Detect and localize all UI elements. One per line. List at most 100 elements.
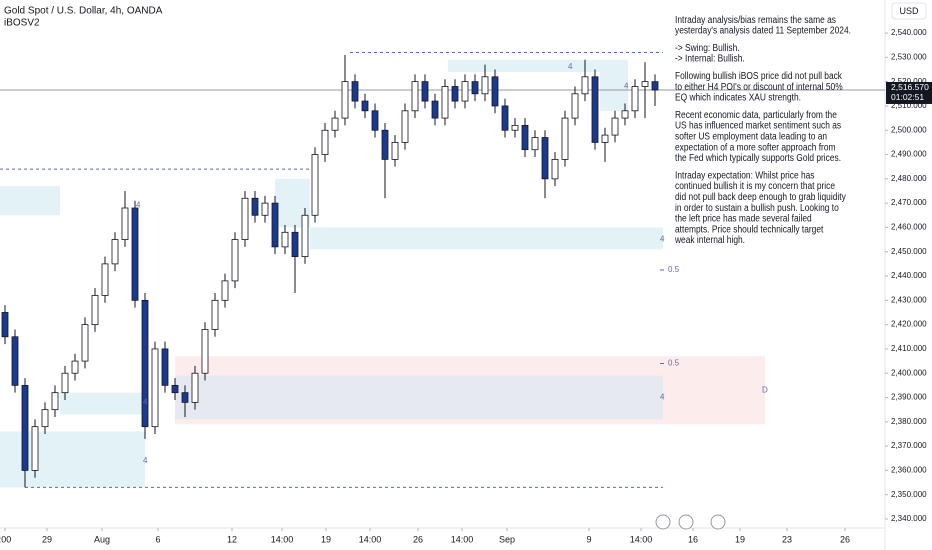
y-tick-label: 2,350.000 xyxy=(891,490,927,499)
candle-body xyxy=(511,124,519,131)
y-tick-label: 2,480.000 xyxy=(891,174,927,183)
y-tick-label: 2,340.000 xyxy=(891,514,927,523)
candle-body xyxy=(361,100,369,112)
indicator-name: iBOSV2 xyxy=(4,18,40,29)
candle-body xyxy=(161,348,169,386)
y-tick-label: 2,370.000 xyxy=(891,441,927,450)
note-line: to either H4 POI's or discount of intern… xyxy=(675,81,843,93)
note-line: in order to sustain a bullish push. Look… xyxy=(675,202,839,214)
annotation: 4 xyxy=(568,62,573,71)
y-tick-label: 2,420.000 xyxy=(891,320,927,329)
candle-body xyxy=(481,76,489,95)
y-tick-label: 2,450.000 xyxy=(891,247,927,256)
candle-body xyxy=(271,202,279,248)
last-price-box xyxy=(886,81,932,104)
note-line: -> Internal: Bullish. xyxy=(675,53,745,65)
candle-body xyxy=(231,239,239,282)
zone xyxy=(310,227,663,250)
note-line: Intraday analysis/bias remains the same … xyxy=(675,14,836,26)
candle-body xyxy=(321,129,329,155)
candle-body xyxy=(191,372,199,403)
candle-body xyxy=(461,81,469,102)
candle-body xyxy=(651,81,659,91)
candle-body xyxy=(1,312,9,338)
y-tick-label: 2,500.000 xyxy=(891,125,927,134)
candle-body xyxy=(391,141,399,160)
event-icon[interactable] xyxy=(655,514,671,530)
note-line: attempts. Price should technically targe… xyxy=(675,224,824,236)
y-tick-label: 2,360.000 xyxy=(891,466,927,475)
candle-body xyxy=(181,392,189,403)
candle-body xyxy=(201,329,209,374)
x-tick-label: :00 xyxy=(0,534,11,544)
candle-body xyxy=(211,299,219,330)
x-tick-label: Aug xyxy=(94,534,110,544)
note-line: EQ which indicates XAU strength. xyxy=(675,92,801,104)
candle-body xyxy=(431,100,439,119)
annotation: D xyxy=(762,385,768,394)
x-tick-label: 14:00 xyxy=(359,534,382,544)
candle-body xyxy=(571,93,579,119)
candle-body xyxy=(591,76,599,143)
currency[interactable]: USD xyxy=(899,6,919,16)
last-price-label: 2,516.570 xyxy=(891,82,929,92)
note-line: yesterday's analysis dated 11 September … xyxy=(675,25,851,37)
annotation: 0.5 xyxy=(668,265,680,274)
y-tick-label: 2,440.000 xyxy=(891,271,927,280)
zone xyxy=(448,59,628,72)
zone xyxy=(0,186,60,216)
y-tick-label: 2,520.000 xyxy=(891,77,927,86)
x-tick-label: 12 xyxy=(227,534,237,544)
y-tick-label: 2,470.000 xyxy=(891,198,927,207)
note-line: softer US employment data leading to an xyxy=(675,131,827,143)
note-line: Following bullish iBOS price did not pul… xyxy=(675,70,842,82)
candle-body xyxy=(421,81,429,102)
note-line: continued bullish it is my concern that … xyxy=(675,180,835,192)
y-tick-label: 2,390.000 xyxy=(891,393,927,402)
candle-body xyxy=(221,280,229,301)
note-line: the Fed which typically supports Gold pr… xyxy=(675,152,841,164)
annotation: 4 xyxy=(624,82,629,91)
x-tick-label: 14:00 xyxy=(451,534,474,544)
annotation: 4 xyxy=(143,456,148,465)
candle-body xyxy=(601,134,609,143)
note-line: weak internal high. xyxy=(674,234,745,246)
x-tick-label: 26 xyxy=(413,534,423,544)
note-line: -> Swing: Bullish. xyxy=(675,42,740,54)
candle-body xyxy=(561,117,569,160)
annotation: 4 xyxy=(136,201,141,210)
candle-body xyxy=(41,409,49,428)
candle-body xyxy=(51,392,59,411)
y-tick-label: 2,380.000 xyxy=(891,417,927,426)
candle-body xyxy=(621,110,629,119)
candle-body xyxy=(581,76,589,95)
candle-body xyxy=(151,348,159,428)
y-tick-label: 2,410.000 xyxy=(891,344,927,353)
candle-body xyxy=(311,154,319,216)
candle-body xyxy=(351,81,359,102)
y-tick-label: 2,400.000 xyxy=(891,368,927,377)
annotation: 0.5 xyxy=(668,359,680,368)
chart-title: Gold Spot / U.S. Dollar, 4h, OANDA xyxy=(4,6,163,17)
y-tick-label: 2,460.000 xyxy=(891,223,927,232)
candle-body xyxy=(11,336,19,386)
x-tick-label: 19 xyxy=(321,534,331,544)
y-tick-label: 2,430.000 xyxy=(891,295,927,304)
candle-body xyxy=(31,426,39,471)
zone xyxy=(60,392,145,415)
currency-button[interactable] xyxy=(891,2,927,20)
note-line: US has influenced market sentiment such … xyxy=(675,120,841,132)
event-icon[interactable] xyxy=(678,514,694,530)
note-line: Intraday expectation: Whilst price has xyxy=(675,170,815,182)
y-tick-label: 2,530.000 xyxy=(891,52,927,61)
candle-body xyxy=(91,295,99,326)
x-tick-label: 14:00 xyxy=(630,534,653,544)
candle-body xyxy=(611,117,619,136)
x-tick-label: Sep xyxy=(499,534,515,544)
countdown: 01:02:51 xyxy=(891,92,924,102)
event-icon[interactable] xyxy=(710,514,726,530)
candle-body xyxy=(71,360,79,374)
x-tick-label: 16 xyxy=(688,534,698,544)
candle-body xyxy=(501,105,509,131)
